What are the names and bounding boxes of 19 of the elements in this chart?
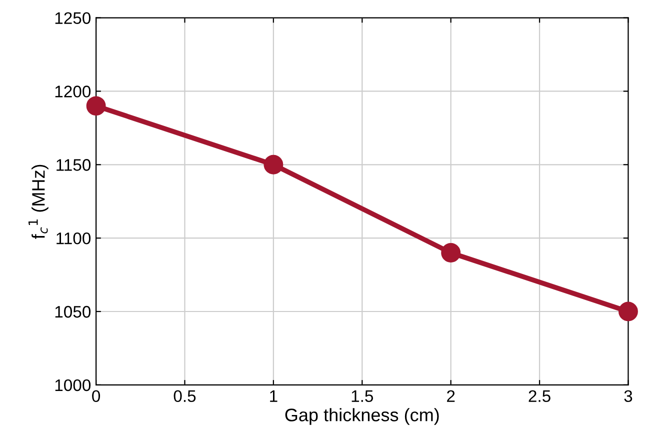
point [86,96,106,116]
point [264,154,284,174]
x-tick-label: 0 [92,390,100,402]
x-tick-label: 1.5 [352,390,374,402]
x-tick-label: 1 [270,390,278,402]
point [441,243,461,262]
point [618,302,638,322]
y-tick-label: 1100 [56,232,91,244]
x-tick-label: 3 [624,390,632,402]
y-tick-label: 1050 [55,306,91,318]
x-tick-label: 2.5 [528,390,550,402]
y-axis-title: f$_{c}$$^{1}$ (MHz) [28,164,48,239]
x-tick-label: 0.5 [174,390,196,402]
y-tick-label: 1000 [55,379,91,392]
y-tick-label: 1150 [56,159,91,171]
x-tick-label: 2 [447,390,455,402]
y-tick-label: 1200 [55,86,91,98]
x-axis-title: Gap thickness (cm) [285,408,439,425]
y-tick-label: 1250 [55,12,91,24]
